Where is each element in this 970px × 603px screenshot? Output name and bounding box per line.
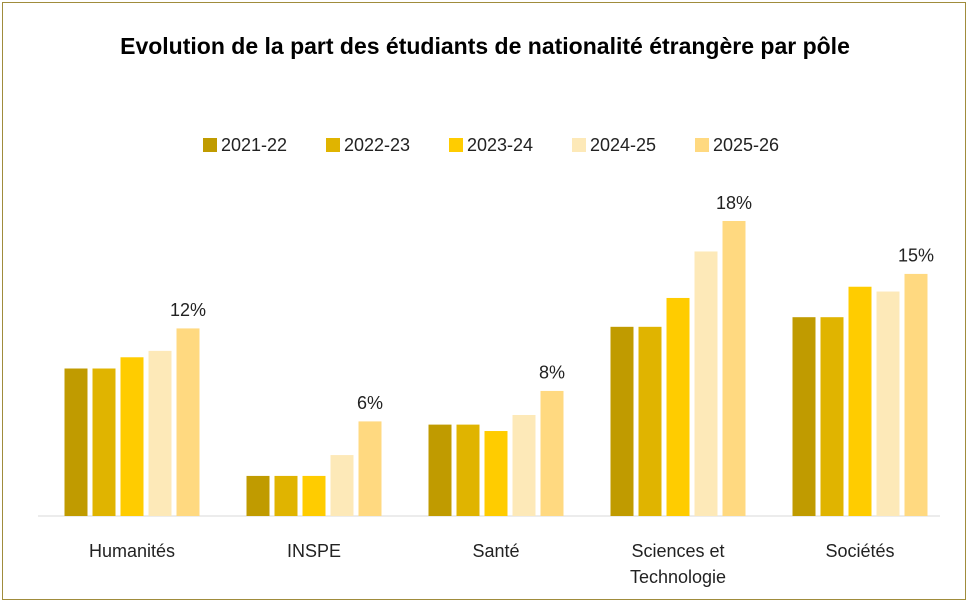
data-label: 8%	[539, 363, 565, 383]
bar	[64, 368, 88, 516]
bar	[722, 221, 746, 516]
bar	[694, 251, 718, 516]
bar	[792, 317, 816, 516]
data-label: 6%	[357, 393, 383, 413]
bar	[540, 390, 564, 516]
bar	[876, 291, 900, 516]
legend-swatch	[203, 138, 217, 152]
legend-swatch	[449, 138, 463, 152]
bar	[456, 424, 480, 516]
legend-swatch	[695, 138, 709, 152]
bar	[610, 326, 634, 516]
bar	[848, 286, 872, 516]
data-label: 18%	[716, 193, 752, 213]
chart-title: Evolution de la part des étudiants de na…	[120, 33, 850, 59]
x-tick-label: INSPE	[286, 541, 342, 561]
bar	[148, 350, 172, 516]
bar	[330, 455, 354, 516]
legend-swatch	[326, 138, 340, 152]
bar	[302, 475, 326, 516]
legend-label: 2022-23	[344, 135, 410, 155]
legend-label: 2025-26	[713, 135, 779, 155]
x-tick-label: Sociétés	[825, 541, 895, 561]
bar	[512, 414, 536, 516]
x-tick-label: Sciences et Technologie	[629, 541, 727, 587]
bar	[176, 328, 200, 516]
bar	[666, 297, 690, 516]
data-label: 12%	[170, 300, 206, 320]
bar	[246, 475, 270, 516]
bar	[274, 475, 298, 516]
bar	[484, 431, 508, 516]
bar	[638, 326, 662, 516]
legend-label: 2021-22	[221, 135, 287, 155]
bar	[904, 273, 928, 516]
bar	[92, 368, 116, 516]
bar	[120, 357, 144, 516]
data-label: 15%	[898, 246, 934, 266]
legend-swatch	[572, 138, 586, 152]
legend-label: 2023-24	[467, 135, 533, 155]
bar	[358, 421, 382, 516]
x-tick-label: Santé	[472, 541, 520, 561]
bar	[428, 424, 452, 516]
x-tick-label: Humanités	[88, 541, 176, 561]
legend-label: 2024-25	[590, 135, 656, 155]
bar	[820, 317, 844, 516]
